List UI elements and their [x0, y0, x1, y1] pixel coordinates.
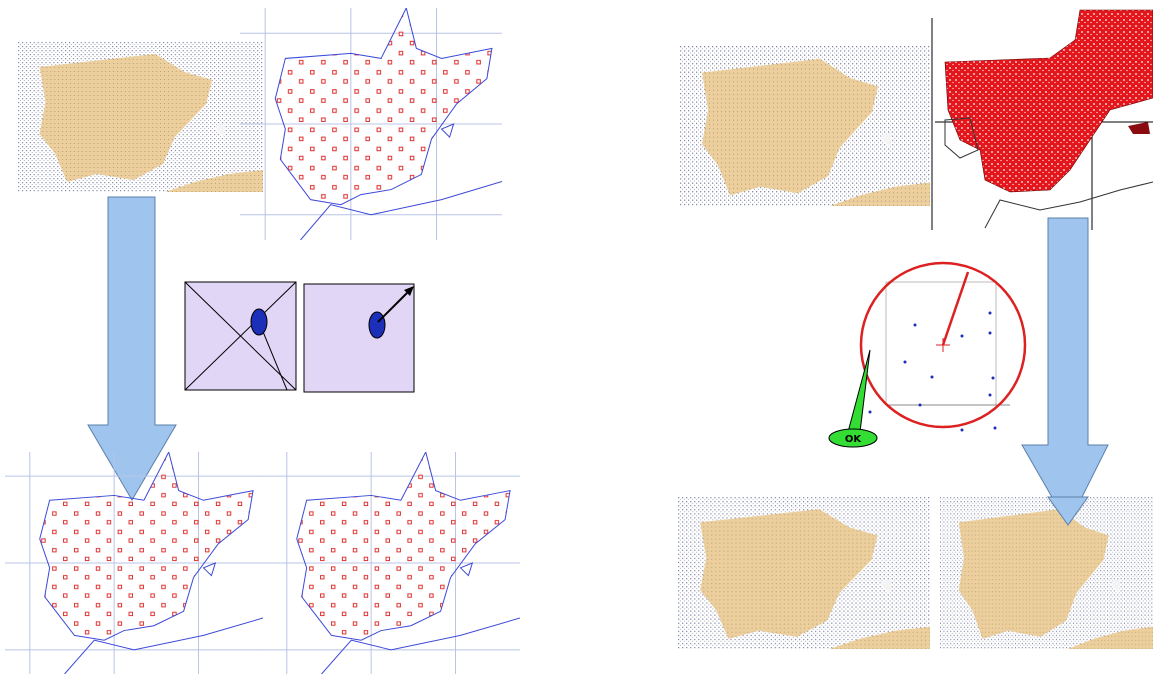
displacement-square: [303, 283, 415, 393]
density-map: [931, 9, 1153, 230]
gridded-map: [18, 42, 263, 192]
down-arrow: [87, 196, 177, 501]
gridded-map: [940, 497, 1153, 649]
gridded-map: [678, 497, 930, 649]
ok-label: OK: [845, 434, 863, 445]
station-map: [262, 452, 520, 674]
ok-callout: OK: [828, 349, 878, 448]
arrow-tip: [1047, 496, 1089, 526]
search-circle: [859, 261, 1027, 432]
down-arrow: [1021, 217, 1109, 527]
gridded-map: [680, 46, 930, 206]
station-map: [240, 8, 502, 240]
interpolation-square: [184, 281, 297, 391]
